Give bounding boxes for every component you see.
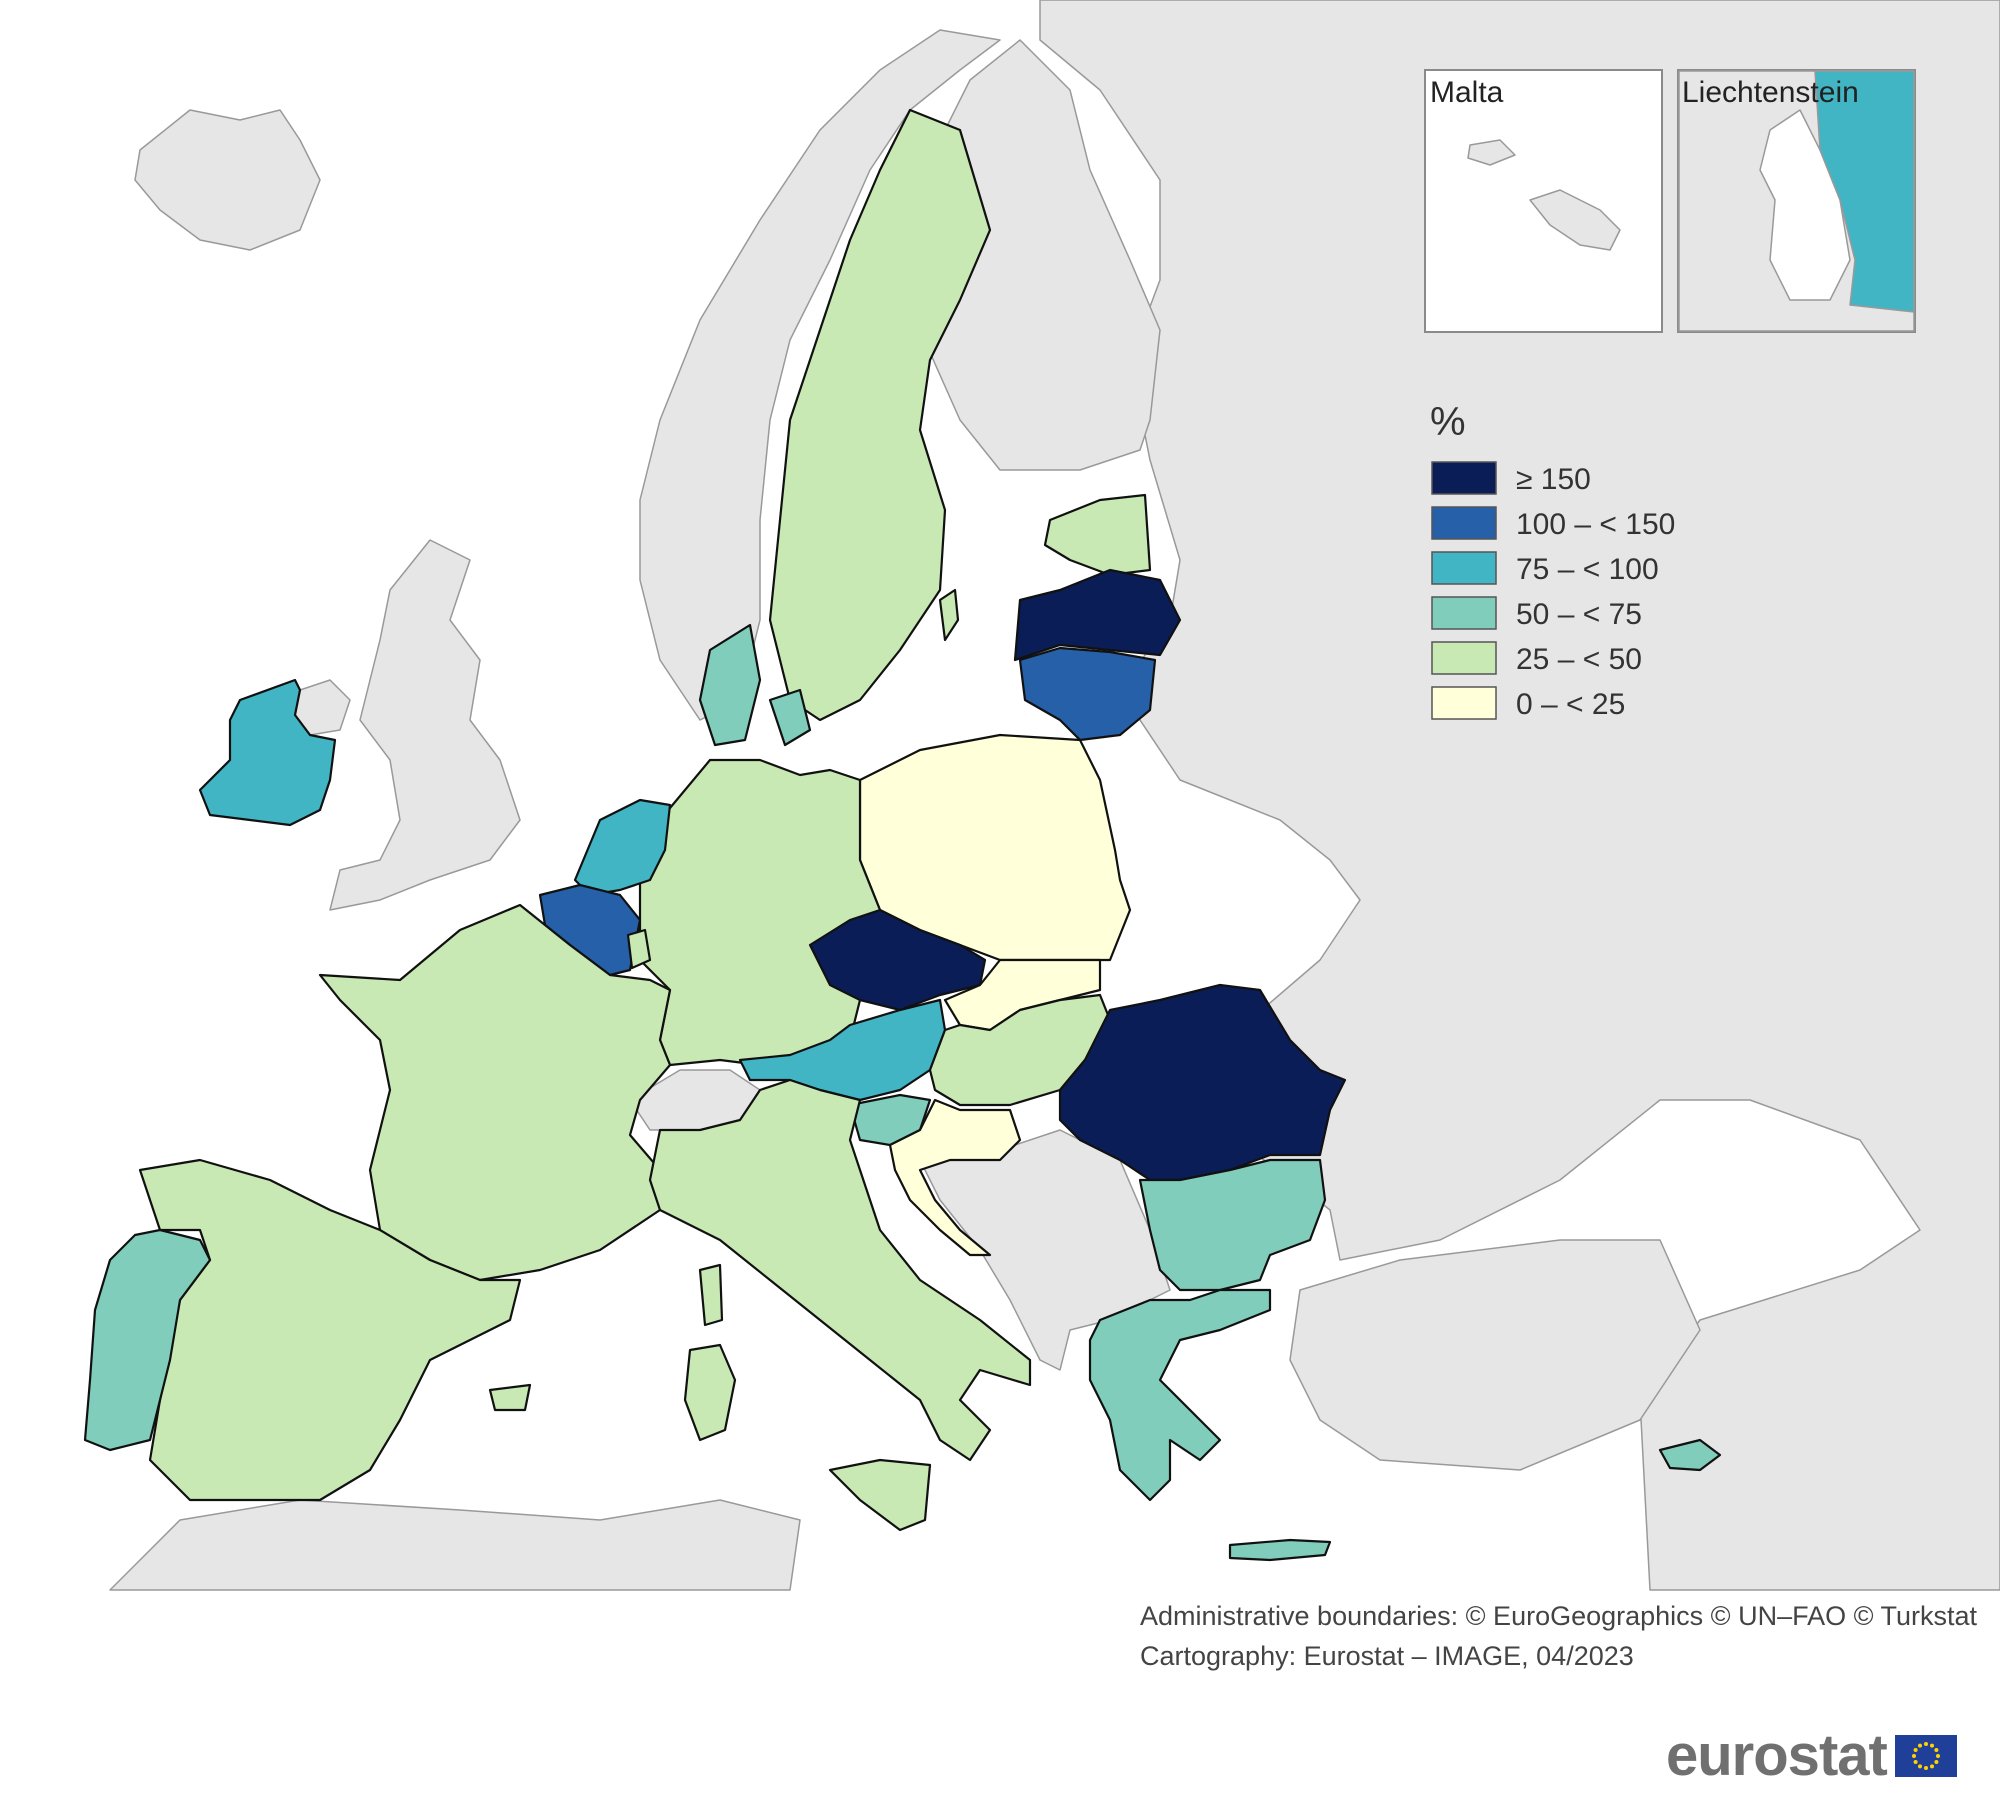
eu-flag-icon bbox=[1894, 1734, 1957, 1777]
inset-liechtenstein-title: Liechtenstein bbox=[1682, 76, 1859, 109]
country-sweden bbox=[768, 108, 992, 722]
country-estonia bbox=[1043, 493, 1152, 577]
country-greece-crete bbox=[1228, 1538, 1332, 1562]
inset-liechtenstein: Liechtenstein bbox=[1677, 69, 1916, 333]
country-romania bbox=[1058, 983, 1347, 1182]
country-germany bbox=[638, 758, 882, 1067]
country-bulgaria bbox=[1138, 1158, 1327, 1292]
inset-malta-title: Malta bbox=[1430, 76, 1504, 109]
country-italy bbox=[648, 1078, 1032, 1462]
country-italy-sicily bbox=[828, 1458, 932, 1532]
credits-line-1: Administrative boundaries: © EuroGeograp… bbox=[1140, 1601, 1978, 1631]
norway bbox=[639, 29, 1001, 721]
legend-label: 100 – < 150 bbox=[1516, 508, 1675, 541]
country-portugal bbox=[83, 1228, 212, 1452]
legend-swatch bbox=[1431, 551, 1497, 585]
country-spain-balearics bbox=[488, 1383, 532, 1412]
legend-label: 50 – < 75 bbox=[1516, 598, 1642, 631]
north-africa bbox=[109, 1499, 801, 1591]
legend: % ≥ 150 100 – < 150 75 – < 100 50 – < 75 25 … bbox=[1430, 400, 1675, 721]
country-luxembourg bbox=[626, 928, 652, 970]
eurostat-logo: eurostat bbox=[1666, 1722, 1957, 1789]
eu-countries bbox=[83, 108, 1722, 1562]
legend-swatch bbox=[1431, 461, 1497, 495]
legend-swatch bbox=[1431, 686, 1497, 720]
turkey bbox=[1289, 1239, 1701, 1471]
country-lithuania bbox=[1018, 646, 1157, 742]
legend-label: 0 – < 25 bbox=[1516, 688, 1625, 721]
country-france bbox=[318, 903, 672, 1282]
country-latvia bbox=[1013, 568, 1182, 662]
legend-label: 25 – < 50 bbox=[1516, 643, 1642, 676]
country-france-corsica bbox=[698, 1263, 724, 1327]
inset-malta: Malta bbox=[1424, 69, 1663, 333]
legend-swatch bbox=[1431, 596, 1497, 630]
country-czechia bbox=[808, 908, 987, 1012]
credits: Administrative boundaries: © EuroGeograp… bbox=[1140, 1596, 1977, 1676]
gozo-island bbox=[1467, 139, 1516, 166]
legend-swatch bbox=[1431, 641, 1497, 675]
legend-title: % bbox=[1430, 400, 1466, 444]
united-kingdom bbox=[329, 539, 521, 911]
country-croatia bbox=[888, 1098, 1022, 1257]
country-greece bbox=[1088, 1288, 1272, 1502]
logo-text: eurostat bbox=[1666, 1723, 1888, 1788]
malta-island bbox=[1529, 189, 1621, 251]
country-ireland bbox=[198, 678, 337, 827]
austria-inset bbox=[1814, 70, 1915, 313]
liechtenstein-shape bbox=[1759, 109, 1851, 301]
country-sweden-gotland bbox=[938, 588, 960, 642]
iceland bbox=[134, 109, 321, 251]
country-cyprus bbox=[1658, 1438, 1722, 1472]
western-balkans bbox=[919, 1129, 1171, 1371]
legend-swatch bbox=[1431, 506, 1497, 540]
country-denmark bbox=[698, 623, 812, 747]
legend-label: 75 – < 100 bbox=[1516, 553, 1659, 586]
country-italy-sardinia bbox=[683, 1343, 737, 1442]
legend-items: ≥ 150 100 – < 150 75 – < 100 50 – < 75 25 – … bbox=[1431, 461, 1675, 721]
non-eu-land bbox=[109, 0, 2000, 1591]
legend-label: ≥ 150 bbox=[1516, 463, 1591, 496]
credits-line-2: Cartography: Eurostat – IMAGE, 04/2023 bbox=[1140, 1641, 1634, 1671]
